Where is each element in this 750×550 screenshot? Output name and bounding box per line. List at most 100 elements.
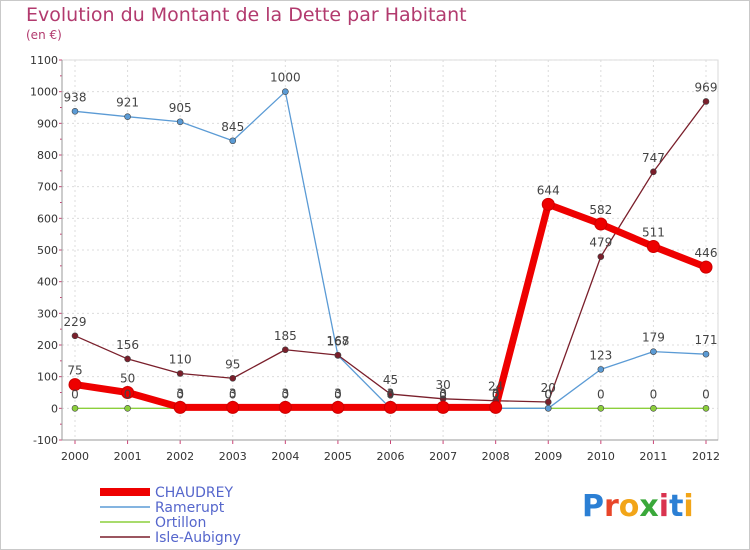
data-label: 45: [383, 373, 398, 387]
data-point: [436, 400, 450, 414]
legend-label: Ramerupt: [155, 500, 225, 516]
data-label: 0: [334, 387, 342, 401]
x-tick-label: 2003: [219, 450, 247, 463]
data-point: [229, 374, 237, 382]
data-label: 0: [650, 387, 658, 401]
logo-letter: P: [582, 489, 604, 524]
data-label: 179: [642, 331, 665, 345]
data-label: 229: [64, 315, 87, 329]
x-tick-label: 2011: [639, 450, 667, 463]
data-label: 123: [589, 348, 612, 362]
x-tick-label: 2012: [692, 450, 720, 463]
data-label: 110: [169, 353, 192, 367]
data-point: [702, 405, 710, 412]
data-label: 0: [282, 387, 290, 401]
proxiti-logo: Proxiti: [582, 489, 694, 524]
y-tick-label: 1100: [30, 54, 58, 67]
data-label: 3: [439, 386, 447, 400]
data-point: [702, 98, 710, 105]
data-point: [544, 398, 552, 406]
y-tick-label: 600: [37, 212, 58, 225]
data-point: [226, 400, 240, 414]
data-label: 905: [169, 101, 192, 115]
data-point: [71, 332, 79, 340]
data-point: [597, 366, 605, 373]
data-point: [699, 260, 713, 274]
logo-letter: i: [658, 489, 670, 524]
data-label: 3: [176, 386, 184, 400]
x-tick-label: 2002: [166, 450, 194, 463]
legend-label: Ortillon: [155, 515, 206, 531]
logo-letter: r: [604, 489, 619, 524]
data-label: 168: [326, 334, 349, 348]
data-point: [176, 118, 184, 126]
data-label: 938: [64, 90, 87, 104]
data-point: [124, 113, 131, 120]
x-tick-label: 2001: [114, 450, 142, 463]
data-point: [650, 405, 657, 412]
logo-letter: o: [618, 489, 640, 524]
data-point: [278, 400, 292, 414]
data-label: 479: [589, 236, 612, 250]
x-tick-label: 2009: [534, 450, 562, 463]
chart-title: Evolution du Montant de la Dette par Hab…: [26, 4, 467, 26]
data-point: [176, 370, 184, 377]
data-label: 747: [642, 151, 665, 165]
data-point: [541, 197, 555, 211]
data-label: 969: [695, 80, 718, 94]
data-label: 582: [589, 203, 612, 217]
data-label: 3: [387, 386, 395, 400]
data-label: 0: [439, 387, 447, 401]
data-label: 0: [387, 387, 395, 401]
data-label: 921: [116, 96, 139, 110]
data-label: 0: [229, 387, 237, 401]
x-tick-label: 2006: [377, 450, 405, 463]
data-label: 0: [439, 387, 447, 401]
data-point: [650, 348, 657, 355]
logo-letter: t: [669, 489, 684, 524]
x-tick-label: 2004: [271, 450, 299, 463]
y-tick-label: 800: [37, 149, 58, 162]
data-label: 171: [695, 333, 718, 347]
data-label: 1000: [270, 71, 301, 85]
data-label: 0: [176, 387, 184, 401]
data-point: [489, 400, 503, 414]
y-tick-label: 700: [37, 181, 58, 194]
y-tick-label: 400: [37, 276, 58, 289]
x-tick-label: 2010: [587, 450, 615, 463]
data-label: 511: [642, 226, 665, 240]
data-point: [282, 88, 289, 95]
series-points: [68, 88, 713, 414]
data-label: 0: [124, 387, 132, 401]
data-label: 0: [71, 387, 79, 401]
y-tick-label: 0: [51, 402, 58, 415]
logo-letter: x: [639, 489, 659, 524]
data-point: [597, 405, 605, 412]
data-label: 0: [387, 387, 395, 401]
data-label: 185: [274, 329, 297, 343]
data-label: 0: [702, 387, 710, 401]
data-label: 3: [334, 386, 342, 400]
data-point: [229, 137, 237, 145]
data-label: 50: [120, 372, 135, 386]
y-tick-label: 200: [37, 339, 58, 352]
data-label: 0: [492, 387, 500, 401]
data-label: 30: [435, 378, 450, 392]
legend-label: Isle-Aubigny: [155, 530, 241, 546]
x-tick-label: 2007: [429, 450, 457, 463]
legend-label: CHAUDREY: [155, 485, 233, 501]
y-tick-label: 300: [37, 307, 58, 320]
logo-letter: i: [683, 489, 694, 524]
data-point: [71, 108, 79, 115]
data-point: [387, 390, 394, 398]
chart-subtitle: (en €): [26, 28, 62, 42]
data-point: [702, 350, 710, 358]
data-label: 3: [229, 386, 237, 400]
y-tick-label: -100: [33, 434, 58, 447]
data-label: 0: [544, 387, 552, 401]
data-label: 95: [225, 357, 240, 371]
data-point: [334, 351, 342, 359]
data-point: [597, 253, 605, 260]
